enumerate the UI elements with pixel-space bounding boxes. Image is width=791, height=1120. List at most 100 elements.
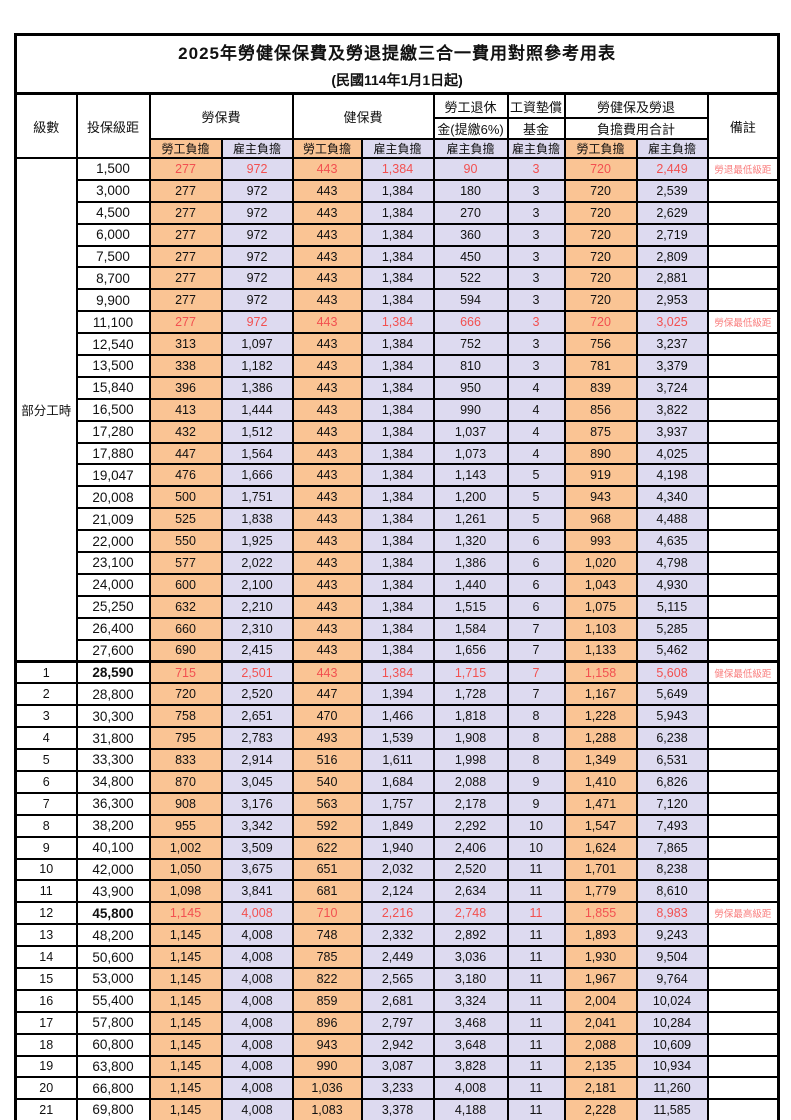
fee-cell: 443	[291, 244, 363, 269]
fee-cell: 443	[291, 419, 363, 444]
bracket-cell: 27,600	[75, 638, 151, 663]
fee-cell: 4,008	[220, 1076, 294, 1101]
fee-cell: 443	[291, 659, 363, 685]
header-health-insurance: 健保費	[291, 92, 435, 140]
fee-cell: 1,075	[563, 594, 638, 619]
fee-cell: 450	[432, 244, 509, 269]
level-cell: 19	[14, 1054, 78, 1079]
fee-cell: 6	[506, 529, 566, 554]
fee-cell: 1,145	[148, 901, 223, 926]
fee-cell: 7	[506, 638, 566, 663]
fee-cell: 2,415	[220, 638, 294, 663]
remark-cell	[706, 791, 780, 816]
table-row: 24,000 600 2,100 443 1,384 1,440 6 1,043 4,930	[16, 572, 780, 597]
table-row: 16,500 413 1,444 443 1,384 990 4 856 3,822	[16, 397, 780, 422]
fee-cell: 10,024	[635, 988, 709, 1013]
remark-cell	[706, 879, 780, 904]
fee-cell: 1,539	[360, 726, 435, 751]
fee-cell: 3	[506, 200, 566, 225]
level-cell: 13	[14, 923, 78, 948]
fee-cell: 1,384	[360, 507, 435, 532]
fee-cell: 2,953	[635, 288, 709, 313]
fee-cell: 1,384	[360, 529, 435, 554]
fee-cell: 9	[506, 791, 566, 816]
header-total-line2: 負擔費用合計	[563, 117, 709, 140]
table-row: 13,500 338 1,182 443 1,384 810 3 781 3,379	[16, 354, 780, 378]
subheader-pension-employer: 雇主負擔	[432, 138, 509, 159]
fee-cell: 4,025	[635, 441, 709, 466]
fee-cell: 3,342	[220, 813, 294, 838]
fee-cell: 785	[291, 945, 363, 969]
fee-cell: 870	[148, 769, 223, 794]
fee-cell: 11	[506, 901, 566, 926]
level-cell: 10	[14, 857, 78, 882]
fee-cell: 622	[291, 835, 363, 860]
fee-cell: 2,681	[360, 988, 435, 1013]
fee-cell: 9,504	[635, 945, 709, 969]
fee-cell: 1,384	[360, 419, 435, 444]
fee-cell: 2,892	[432, 923, 509, 948]
fee-cell: 3,087	[360, 1054, 435, 1079]
table-title: 2025年勞健保保費及勞退提繳三合一費用對照參考用表	[178, 43, 616, 63]
fee-cell: 1,145	[148, 1032, 223, 1057]
bracket-cell: 40,100	[75, 835, 151, 860]
fee-cell: 2,135	[563, 1054, 638, 1079]
fee-cell: 3,025	[635, 310, 709, 335]
fee-cell: 443	[291, 572, 363, 597]
fee-cell: 720	[563, 200, 638, 225]
fee-cell: 8,610	[635, 879, 709, 904]
fee-cell: 1,288	[563, 726, 638, 751]
level-cell: 6	[14, 769, 78, 794]
fee-cell: 10,609	[635, 1032, 709, 1057]
fee-cell: 1,349	[563, 748, 638, 772]
remark-cell	[706, 704, 780, 729]
bracket-cell: 43,900	[75, 879, 151, 904]
fee-cell: 432	[148, 419, 223, 444]
remark-cell	[706, 354, 780, 378]
fee-cell: 4,340	[635, 485, 709, 510]
fee-cell: 651	[291, 857, 363, 882]
fee-cell: 5,462	[635, 638, 709, 663]
bracket-cell: 48,200	[75, 923, 151, 948]
fee-cell: 3	[506, 310, 566, 335]
bracket-cell: 17,280	[75, 419, 151, 444]
table-row: 19,047 476 1,666 443 1,384 1,143 5 919 4,198	[16, 463, 780, 488]
fee-cell: 11	[506, 1076, 566, 1101]
bracket-cell: 9,900	[75, 288, 151, 313]
table-row: 25,250 632 2,210 443 1,384 1,515 6 1,075 5,115	[16, 594, 780, 619]
fee-cell: 1,228	[563, 704, 638, 729]
fee-cell: 720	[563, 157, 638, 181]
bracket-cell: 36,300	[75, 791, 151, 816]
fee-cell: 972	[220, 200, 294, 225]
fee-cell: 710	[291, 901, 363, 926]
table-row: 7 36,300 908 3,176 563 1,757 2,178 9 1,471 7,120	[14, 791, 780, 816]
fee-cell: 1,908	[432, 726, 509, 751]
table-row: 27,600 690 2,415 443 1,384 1,656 7 1,133 5,462	[16, 638, 780, 663]
fee-cell: 9,243	[635, 923, 709, 948]
fee-cell: 1,384	[360, 157, 435, 181]
fee-cell: 9	[506, 769, 566, 794]
fee-cell: 1,930	[563, 945, 638, 969]
bracket-cell: 55,400	[75, 988, 151, 1013]
fee-cell: 11	[506, 879, 566, 904]
fee-cell: 1,167	[563, 682, 638, 707]
remark-cell	[706, 1054, 780, 1079]
fee-cell: 1,624	[563, 835, 638, 860]
fee-cell: 1,145	[148, 1098, 223, 1120]
fee-cell: 4,930	[635, 572, 709, 597]
table-row: 6 34,800 870 3,045 540 1,684 2,088 9 1,410 6,826	[14, 769, 780, 794]
table-row: 6,000 277 972 443 1,384 360 3 720 2,719	[16, 222, 780, 247]
header-total-line1: 勞健保及勞退	[563, 92, 709, 119]
fee-cell: 493	[291, 726, 363, 751]
bracket-cell: 4,500	[75, 200, 151, 225]
remark-cell	[706, 529, 780, 554]
fee-cell: 1,043	[563, 572, 638, 597]
fee-cell: 972	[220, 288, 294, 313]
fee-cell: 896	[291, 1010, 363, 1035]
table-row: 2 28,800 720 2,520 447 1,394 1,728 7 1,167 5,649	[14, 682, 780, 707]
level-cell: 17	[14, 1010, 78, 1035]
bracket-cell: 38,200	[75, 813, 151, 838]
remark-cell	[706, 485, 780, 510]
remark-cell	[706, 332, 780, 357]
fee-cell: 1,384	[360, 463, 435, 488]
